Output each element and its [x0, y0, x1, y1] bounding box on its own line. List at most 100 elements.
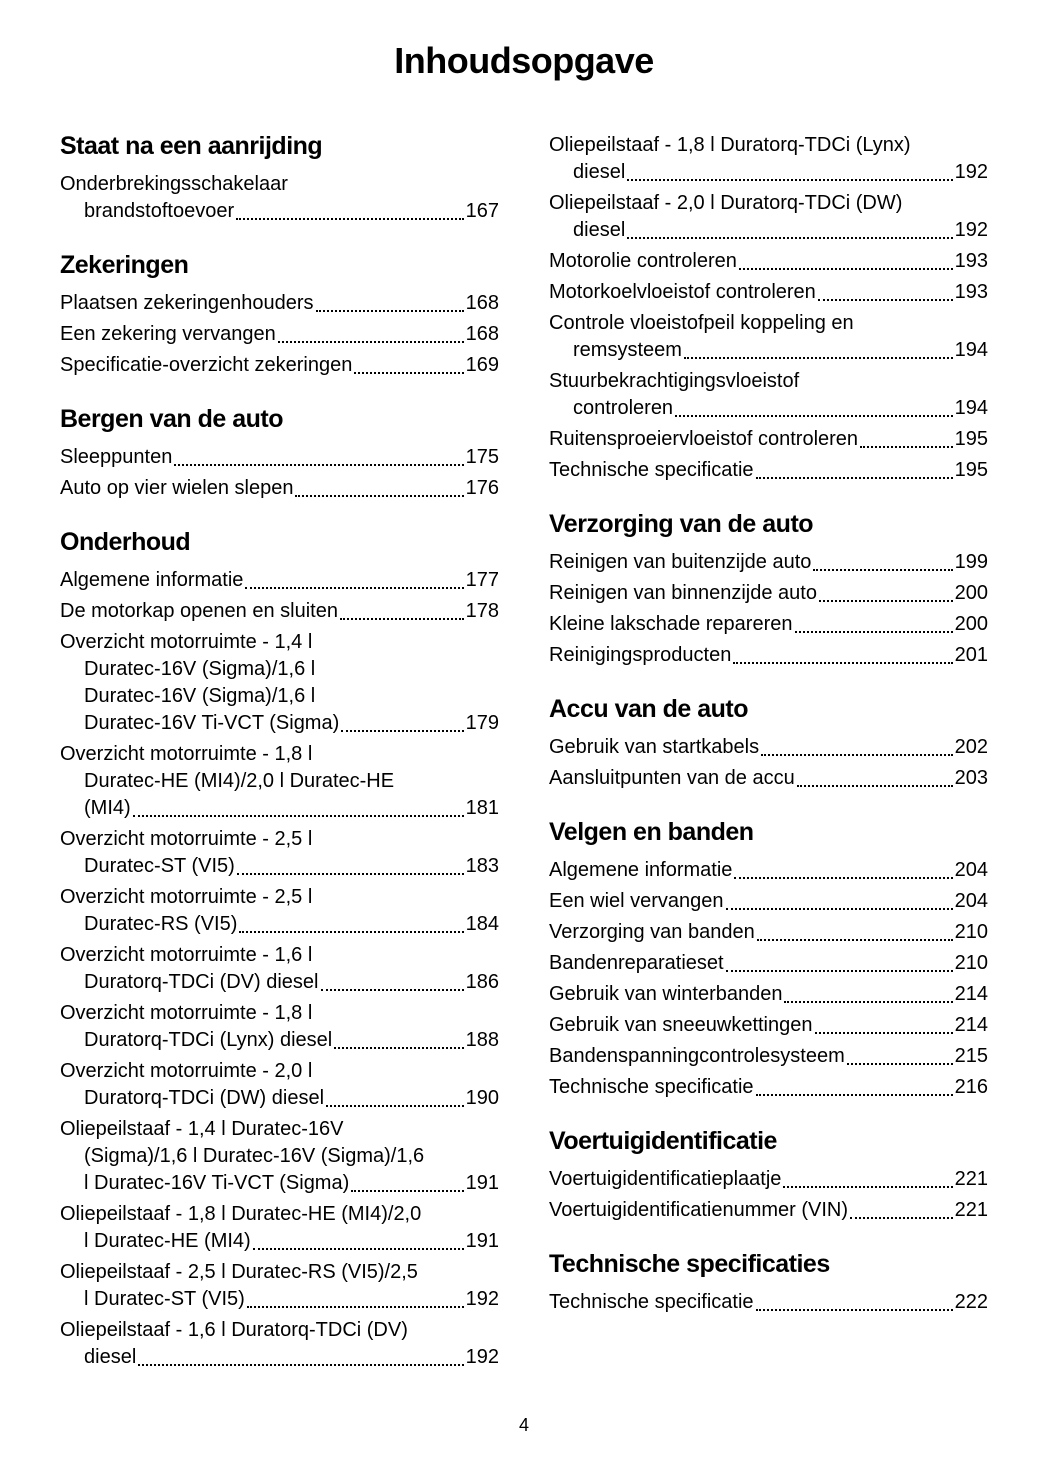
toc-label: Oliepeilstaaf - 2,0 l Duratorq-TDCi (DW)	[549, 190, 988, 217]
dot-leader	[819, 600, 953, 602]
toc-label: Algemene informatie	[549, 857, 732, 884]
toc-entry: Oliepeilstaaf - 1,8 l Duratorq-TDCi (Lyn…	[549, 132, 988, 186]
dot-leader	[253, 1248, 464, 1250]
toc-label: De motorkap openen en sluiten	[60, 598, 338, 625]
toc-page: 214	[955, 981, 988, 1008]
toc-label: brandstoftoevoer	[84, 198, 234, 225]
toc-entry: Overzicht motorruimte - 2,0 lDuratorq-TD…	[60, 1058, 499, 1112]
toc-label: Specificatie-overzicht zekeringen	[60, 352, 352, 379]
section-heading: Zekeringen	[60, 251, 499, 280]
toc-page: 214	[955, 1012, 988, 1039]
toc-page: 195	[955, 426, 988, 453]
toc-entry: De motorkap openen en sluiten 178	[60, 598, 499, 625]
toc-page: 194	[955, 337, 988, 364]
toc-label: Oliepeilstaaf - 1,8 l Duratec-HE (MI4)/2…	[60, 1201, 499, 1228]
toc-label: Duratec-ST (VI5)	[84, 853, 235, 880]
toc-page: 216	[955, 1074, 988, 1101]
toc-entry: Specificatie-overzicht zekeringen169	[60, 352, 499, 379]
toc-label: controleren	[573, 395, 673, 422]
toc-label: Kleine lakschade repareren	[549, 611, 793, 638]
toc-entry: Gebruik van winterbanden214	[549, 981, 988, 1008]
toc-page: 192	[955, 159, 988, 186]
toc-label: Ruitensproeiervloeistof controleren	[549, 426, 858, 453]
section-heading: Bergen van de auto	[60, 405, 499, 434]
toc-label: Voertuigidentificatienummer (VIN)	[549, 1197, 848, 1224]
toc-entry: Overzicht motorruimte - 2,5 lDuratec-ST …	[60, 826, 499, 880]
toc-page: 191	[466, 1228, 499, 1255]
dot-leader	[684, 357, 953, 359]
toc-entry: Gebruik van startkabels202	[549, 734, 988, 761]
toc-label: Duratec-16V (Sigma)/1,6 l	[60, 656, 499, 683]
toc-label: Duratec-16V (Sigma)/1,6 l	[60, 683, 499, 710]
toc-label: Overzicht motorruimte - 2,0 l	[60, 1058, 499, 1085]
toc-label: Duratorq-TDCi (Lynx) diesel	[84, 1027, 332, 1054]
toc-entry: Voertuigidentificatieplaatje221	[549, 1166, 988, 1193]
section-heading: Staat na een aanrijding	[60, 132, 499, 161]
toc-entry: Oliepeilstaaf - 2,0 l Duratorq-TDCi (DW)…	[549, 190, 988, 244]
toc-page: 168	[466, 290, 499, 317]
section-heading: Velgen en banden	[549, 818, 988, 847]
right-column: Oliepeilstaaf - 1,8 l Duratorq-TDCi (Lyn…	[549, 132, 988, 1375]
dot-leader	[850, 1217, 953, 1219]
toc-page: 175	[466, 444, 499, 471]
dot-leader	[818, 299, 953, 301]
dot-leader	[174, 464, 463, 466]
toc-entry: Controle vloeistofpeil koppeling enremsy…	[549, 310, 988, 364]
toc-entry: Aansluitpunten van de accu 203	[549, 765, 988, 792]
toc-page: 215	[955, 1043, 988, 1070]
toc-entry: Voertuigidentificatienummer (VIN) 221	[549, 1197, 988, 1224]
toc-label: Algemene informatie	[60, 567, 243, 594]
toc-page: 201	[955, 642, 988, 669]
dot-leader	[341, 730, 463, 732]
toc-label: Oliepeilstaaf - 1,6 l Duratorq-TDCi (DV)	[60, 1317, 499, 1344]
toc-page: 221	[955, 1197, 988, 1224]
toc-page: 190	[466, 1085, 499, 1112]
toc-entry: Motorkoelvloeistof controleren193	[549, 279, 988, 306]
dot-leader	[726, 970, 953, 972]
toc-page: 184	[466, 911, 499, 938]
dot-leader	[295, 495, 463, 497]
dot-leader	[321, 989, 464, 991]
dot-leader	[247, 1306, 464, 1308]
dot-leader	[756, 1309, 953, 1311]
toc-page: 195	[955, 457, 988, 484]
toc-label: (MI4)	[84, 795, 131, 822]
toc-label: Bandenreparatieset	[549, 950, 724, 977]
toc-label: Bandenspanningcontrolesysteem	[549, 1043, 845, 1070]
toc-page: 188	[466, 1027, 499, 1054]
toc-label: Een zekering vervangen	[60, 321, 276, 348]
toc-label: l Duratec-16V Ti-VCT (Sigma)	[84, 1170, 349, 1197]
toc-page: 199	[955, 549, 988, 576]
section-heading: Voertuigidentificatie	[549, 1127, 988, 1156]
toc-page: 181	[466, 795, 499, 822]
toc-label: Technische specificatie	[549, 457, 754, 484]
dot-leader	[278, 341, 464, 343]
toc-label: Duratorq-TDCi (DW) diesel	[84, 1085, 324, 1112]
dot-leader	[815, 1032, 953, 1034]
toc-label: Reinigen van binnenzijde auto	[549, 580, 817, 607]
toc-entry: Overzicht motorruimte - 1,8 lDuratorq-TD…	[60, 1000, 499, 1054]
toc-entry: Overzicht motorruimte - 1,4 lDuratec-16V…	[60, 629, 499, 737]
toc-label: Onderbrekingsschakelaar	[60, 171, 499, 198]
toc-label: Overzicht motorruimte - 2,5 l	[60, 884, 499, 911]
toc-label: diesel	[573, 159, 625, 186]
dot-leader	[757, 939, 953, 941]
toc-entry: Bandenspanningcontrolesysteem 215	[549, 1043, 988, 1070]
toc-entry: Plaatsen zekeringenhouders168	[60, 290, 499, 317]
toc-label: l Duratec-HE (MI4)	[84, 1228, 251, 1255]
dot-leader	[795, 631, 953, 633]
toc-entry: Onderbrekingsschakelaarbrandstoftoevoer1…	[60, 171, 499, 225]
toc-label: Overzicht motorruimte - 1,4 l	[60, 629, 499, 656]
toc-entry: Bandenreparatieset 210	[549, 950, 988, 977]
toc-page: 178	[466, 598, 499, 625]
toc-entry: Reinigen van buitenzijde auto199	[549, 549, 988, 576]
toc-entry: Oliepeilstaaf - 2,5 l Duratec-RS (VI5)/2…	[60, 1259, 499, 1313]
toc-entry: Stuurbekrachtigingsvloeistofcontroleren1…	[549, 368, 988, 422]
section-heading: Accu van de auto	[549, 695, 988, 724]
toc-entry: Algemene informatie177	[60, 567, 499, 594]
toc-page: 168	[466, 321, 499, 348]
toc-label: Voertuigidentificatieplaatje	[549, 1166, 781, 1193]
dot-leader	[739, 268, 953, 270]
toc-entry: Overzicht motorruimte - 1,8 lDuratec-HE …	[60, 741, 499, 822]
toc-label: Motorolie controleren	[549, 248, 737, 275]
